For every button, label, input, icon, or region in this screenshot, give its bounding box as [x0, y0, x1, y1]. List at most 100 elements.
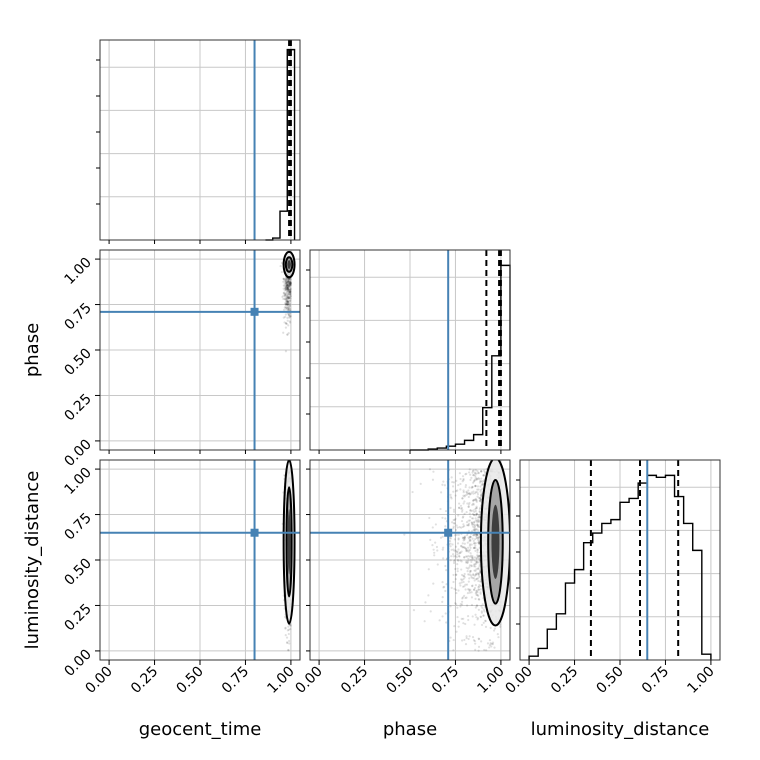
scatter-point: [470, 521, 473, 524]
scatter-point: [474, 606, 477, 609]
scatter-point: [457, 589, 460, 592]
scatter-point: [479, 570, 482, 573]
scatter-point: [471, 512, 474, 516]
scatter-point: [470, 596, 474, 599]
x-axis-label-luminosity_distance: luminosity_distance: [531, 719, 710, 740]
scatter-point: [288, 291, 292, 294]
scatter-point: [464, 485, 467, 489]
scatter-point: [289, 290, 292, 293]
scatter-point: [419, 482, 422, 485]
scatter-point: [449, 493, 452, 496]
scatter-point: [473, 569, 476, 572]
scatter-point: [457, 620, 461, 623]
scatter-point: [469, 552, 472, 555]
scatter-point: [285, 281, 288, 285]
scatter-point: [465, 493, 468, 496]
scatter-point: [469, 539, 472, 542]
scatter-point: [488, 639, 492, 642]
scatter-point: [467, 524, 470, 527]
scatter-point: [452, 518, 455, 522]
scatter-point: [474, 573, 478, 576]
scatter-point: [468, 468, 471, 471]
scatter-point: [460, 550, 463, 553]
scatter-point: [287, 308, 290, 311]
scatter-point: [287, 300, 290, 303]
scatter-point: [289, 289, 292, 292]
scatter-point: [477, 536, 480, 539]
scatter-point: [436, 549, 439, 552]
scatter-point: [475, 477, 478, 480]
scatter-point: [288, 314, 291, 317]
scatter-point: [282, 331, 285, 334]
scatter-point: [467, 580, 470, 583]
scatter-point: [287, 307, 290, 310]
scatter-point: [477, 594, 480, 597]
scatter-point: [464, 547, 467, 550]
scatter-point: [476, 591, 479, 594]
scatter-point: [286, 281, 289, 284]
scatter-point: [289, 314, 292, 318]
scatter-point: [286, 301, 289, 304]
scatter-point: [475, 499, 478, 502]
scatter-point: [289, 282, 292, 285]
scatter-point: [490, 642, 493, 645]
scatter-point: [478, 510, 481, 513]
scatter-point: [462, 489, 465, 492]
scatter-point: [476, 554, 479, 557]
scatter-point: [461, 546, 464, 549]
scatter-point: [471, 558, 474, 561]
scatter-point: [283, 302, 287, 305]
scatter-point: [456, 563, 459, 566]
scatter-point: [477, 577, 480, 580]
scatter-point: [429, 538, 432, 541]
scatter-point: [288, 305, 292, 308]
scatter-point: [441, 581, 444, 584]
scatter-point: [466, 592, 469, 595]
scatter-point: [473, 533, 476, 536]
x-tick-label: 0.50: [173, 664, 206, 697]
scatter-point: [289, 291, 292, 294]
scatter-point: [476, 524, 479, 527]
scatter-point: [285, 278, 288, 281]
scatter-point: [472, 588, 476, 591]
scatter-point: [462, 585, 465, 588]
scatter-point: [476, 589, 479, 592]
scatter-point: [468, 548, 472, 552]
scatter-point: [480, 623, 484, 627]
scatter-point: [477, 573, 480, 576]
scatter-point: [288, 283, 291, 286]
scatter-point: [456, 553, 459, 556]
scatter-point: [285, 290, 288, 294]
scatter-point: [470, 574, 473, 577]
scatter-point: [468, 555, 472, 558]
scatter-point: [462, 494, 465, 497]
scatter-point: [472, 577, 476, 580]
scatter-point: [461, 579, 464, 582]
scatter-point: [472, 573, 475, 576]
scatter-point: [283, 282, 286, 285]
scatter-point: [475, 506, 478, 510]
scatter-point: [461, 497, 464, 500]
scatter-point: [467, 489, 470, 492]
scatter-point: [423, 620, 426, 623]
scatter-point: [482, 474, 485, 477]
scatter-point: [448, 539, 452, 543]
scatter-point: [286, 287, 289, 290]
scatter-point: [439, 536, 443, 539]
scatter-point: [474, 573, 478, 576]
scatter-point: [289, 287, 292, 290]
scatter-point: [286, 303, 289, 306]
scatter-point: [478, 554, 481, 557]
scatter-point: [476, 533, 479, 536]
scatter-point: [482, 614, 485, 617]
scatter-point: [473, 471, 477, 474]
scatter-point: [280, 270, 283, 274]
scatter-point: [282, 294, 285, 297]
scatter-point: [286, 641, 289, 645]
scatter-point: [475, 533, 479, 536]
scatter-point: [459, 584, 462, 587]
y-axis-label-phase: phase: [22, 323, 43, 377]
scatter-point: [289, 308, 292, 311]
scatter-point: [463, 542, 466, 545]
scatter-point: [473, 528, 476, 531]
